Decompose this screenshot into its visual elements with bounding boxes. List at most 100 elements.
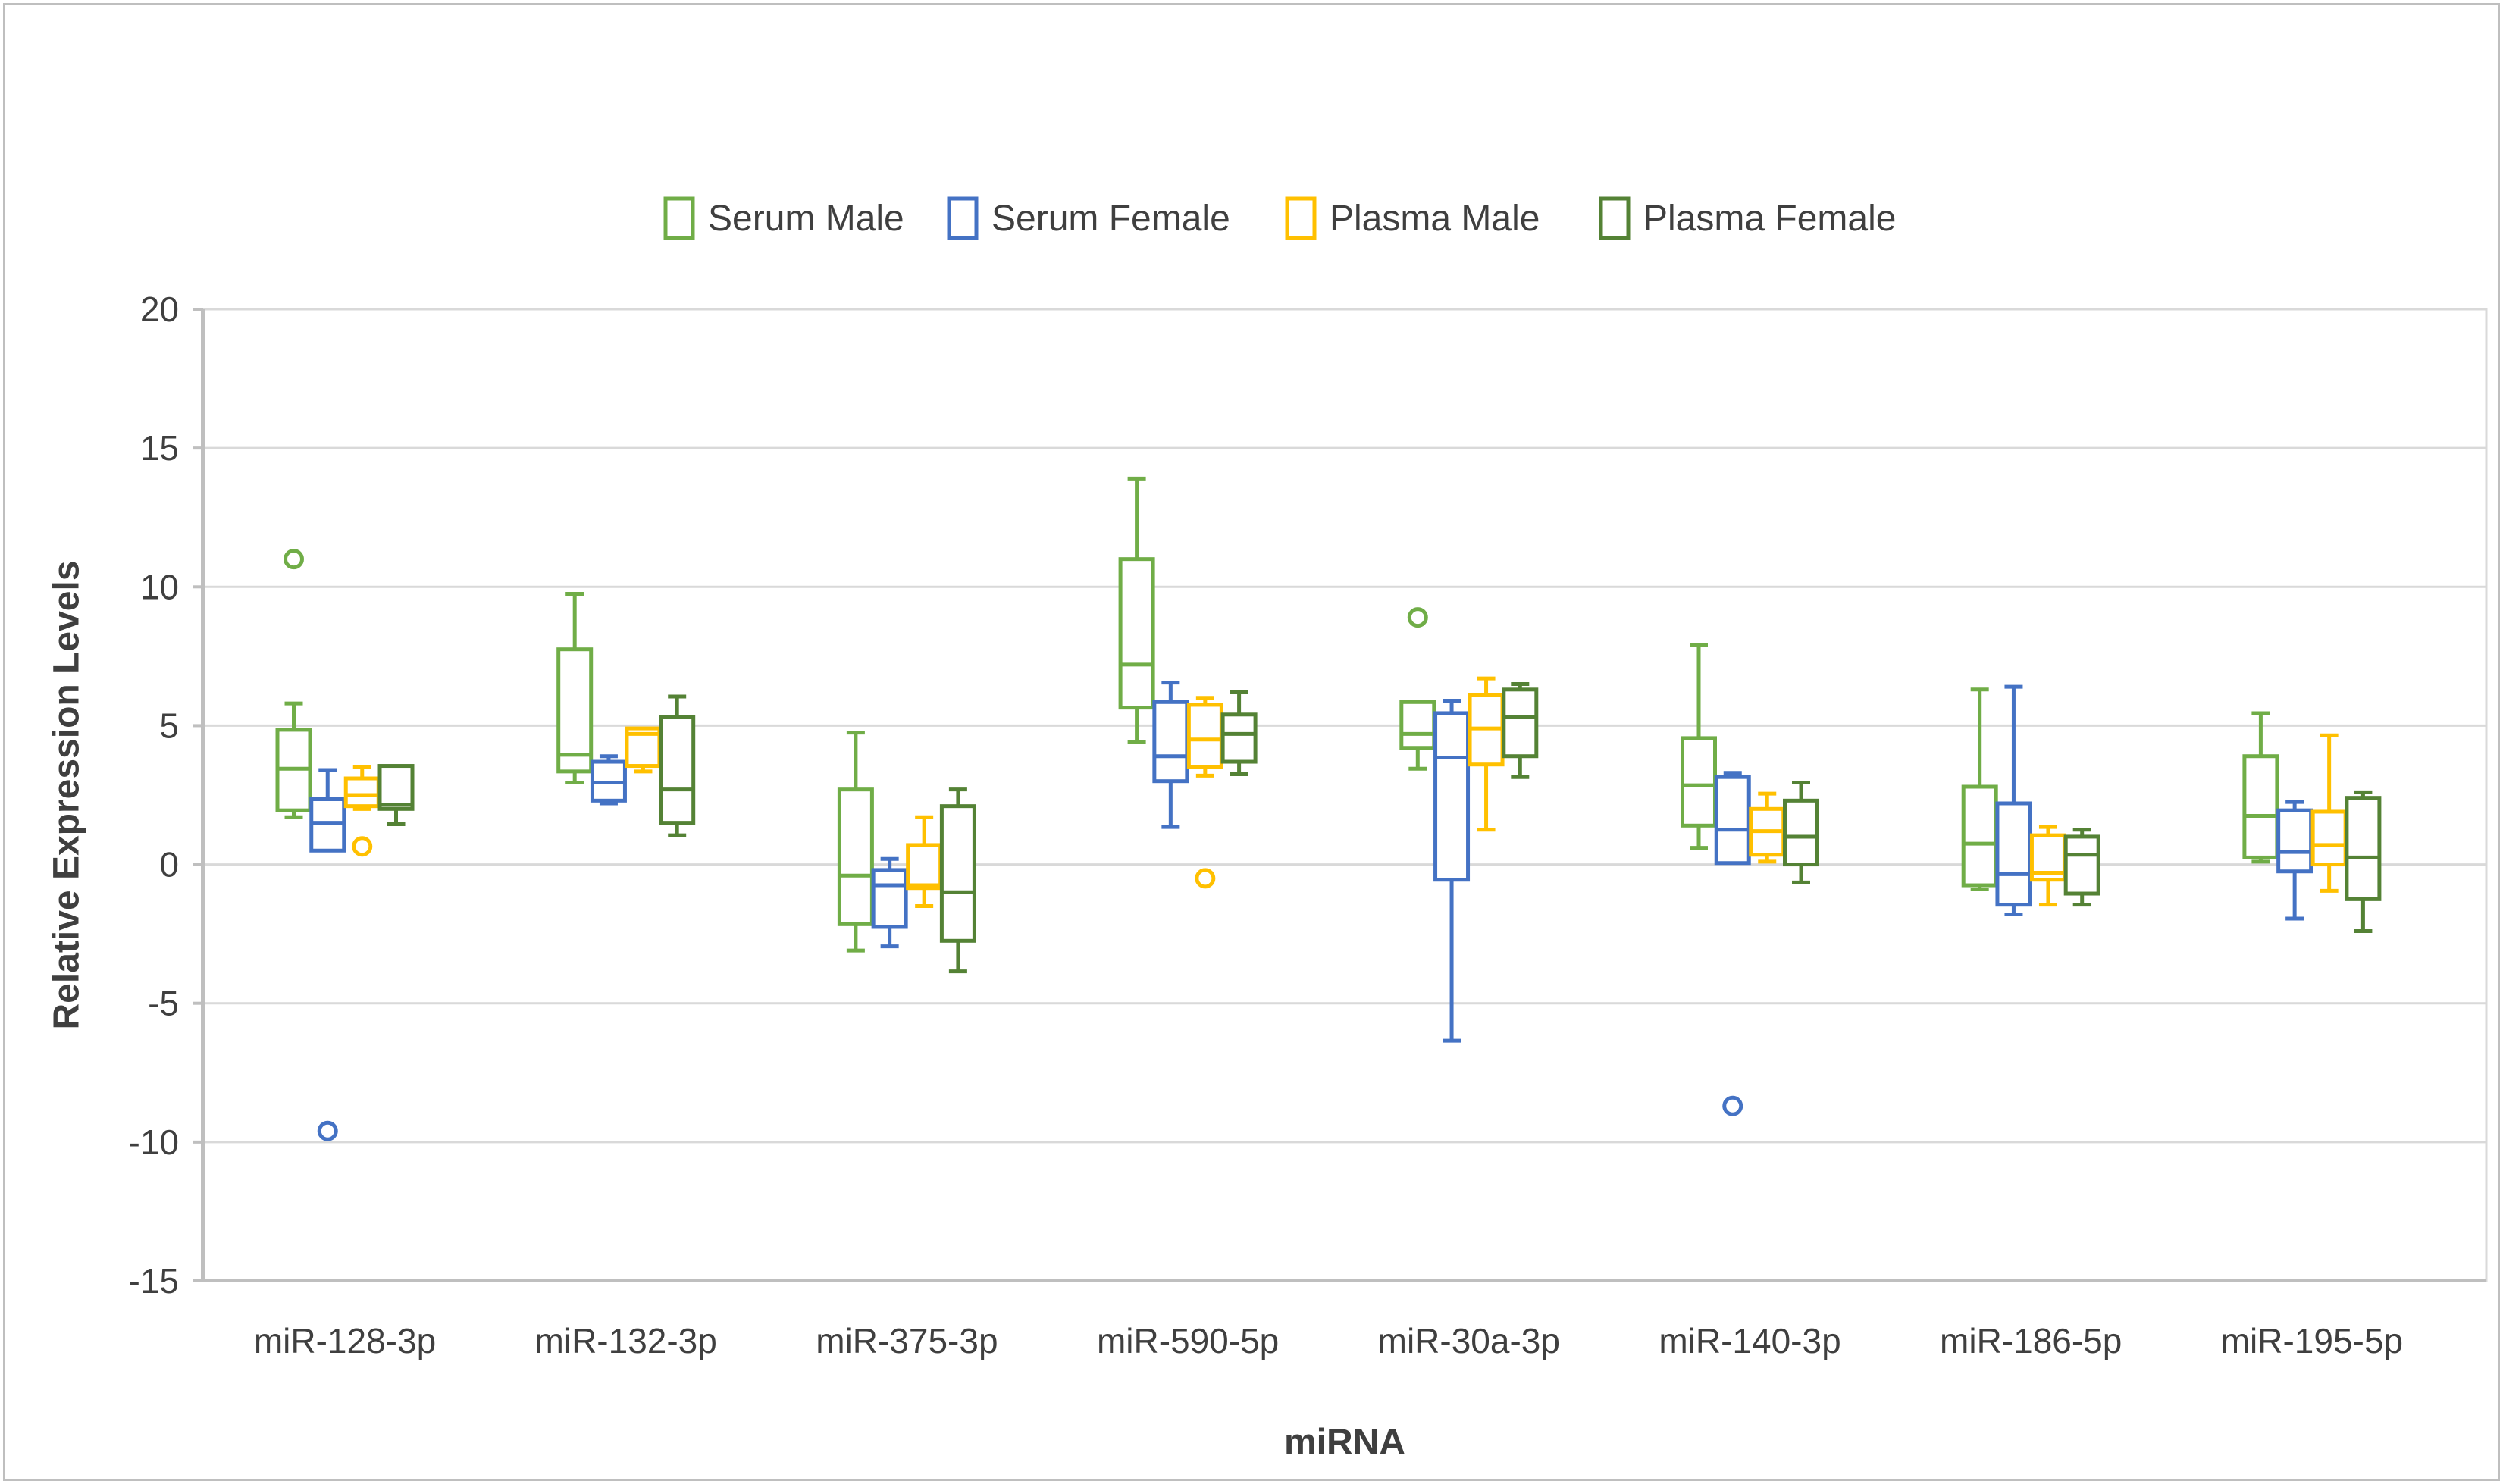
box-rect — [2063, 834, 2100, 896]
legend-label: Plasma Male — [1330, 199, 1540, 239]
box-plasma-female-miR-140-3p — [1783, 781, 1819, 884]
box-rect — [2345, 796, 2382, 901]
box-serum-male-miR-30a-3p — [1399, 607, 1436, 771]
series-plasma-female — [377, 681, 2382, 974]
outlier-point — [352, 836, 373, 857]
outlier-point — [317, 1120, 338, 1141]
box-plasma-male-miR-186-5p — [2029, 825, 2066, 907]
box-plasma-male-miR-140-3p — [1749, 791, 1786, 864]
y-axis-ticks: 20 15 10 5 0 -5 -10 -15 — [129, 290, 203, 1301]
box-serum-female-miR-375-3p — [871, 856, 908, 949]
box-serum-male-miR-186-5p — [1961, 687, 1998, 892]
box-rect — [2310, 809, 2348, 867]
outlier-point — [1722, 1095, 1743, 1116]
legend-swatch-serum-female — [947, 196, 979, 240]
box-rect — [871, 868, 908, 929]
box-serum-male-miR-195-5p — [2242, 711, 2279, 864]
box-plasma-male-miR-375-3p — [906, 815, 943, 909]
series-serum-male — [275, 476, 2279, 953]
box-serum-male-miR-140-3p — [1681, 643, 1717, 850]
outlier-point — [1195, 868, 1216, 889]
legend-swatch-serum-male — [663, 196, 695, 240]
y-tick-label--10: -10 — [129, 1122, 179, 1162]
box-plasma-male-miR-132-3p — [625, 726, 662, 774]
box-plasma-male-miR-128-3p — [343, 765, 381, 857]
legend-item-serum-male: Serum Male — [663, 196, 904, 240]
gridlines — [203, 308, 2486, 1282]
box-rect — [1399, 700, 1436, 750]
box-plasma-male-miR-195-5p — [2310, 733, 2348, 893]
box-plasma-female-miR-195-5p — [2345, 790, 2382, 933]
box-plasma-male-miR-590-5p — [1186, 696, 1223, 889]
box-rect — [1152, 700, 1189, 784]
box-rect — [2276, 808, 2313, 874]
box-plasma-female-miR-132-3p — [659, 694, 696, 837]
legend-swatch-plasma-male — [1285, 196, 1317, 240]
series-plasma-male — [343, 676, 2348, 909]
box-serum-female-miR-590-5p — [1152, 681, 1189, 829]
box-rect — [1681, 736, 1717, 828]
box-rect — [309, 797, 346, 853]
box-rect — [2242, 754, 2279, 859]
box-rect — [343, 776, 381, 809]
y-tick-label--5: -5 — [148, 984, 179, 1023]
box-serum-female-miR-30a-3p — [1433, 698, 1471, 1043]
x-category-label-miR-30a-3p: miR-30a-3p — [1378, 1321, 1560, 1360]
legend-label: Serum Female — [991, 199, 1230, 239]
y-tick-label-0: 0 — [159, 845, 179, 884]
y-tick-label-15: 15 — [140, 428, 179, 468]
box-rect — [939, 804, 976, 943]
box-serum-male-miR-128-3p — [275, 549, 312, 819]
plot-area-border — [202, 308, 2488, 1282]
y-tick-label--15: -15 — [129, 1261, 179, 1301]
box-rect — [1995, 801, 2032, 907]
box-serum-male-miR-590-5p — [1118, 476, 1155, 744]
box-rect — [837, 787, 874, 926]
box-serum-female-miR-132-3p — [590, 754, 627, 806]
x-category-label-miR-132-3p: miR-132-3p — [535, 1321, 717, 1360]
x-axis-title: miRNA — [1283, 1422, 1406, 1463]
box-rect — [556, 647, 594, 774]
box-serum-male-miR-132-3p — [556, 591, 594, 785]
y-tick-label-5: 5 — [159, 706, 179, 745]
box-rect — [1714, 775, 1751, 866]
box-rect — [906, 843, 943, 891]
legend-label: Serum Male — [708, 199, 904, 239]
x-category-label-miR-195-5p: miR-195-5p — [2221, 1321, 2403, 1360]
figure-border — [3, 3, 2500, 1481]
box-rect — [1433, 711, 1471, 882]
legend-item-plasma-female: Plasma Female — [1599, 196, 1896, 240]
box-rect — [1961, 784, 1998, 888]
legend-item-plasma-male: Plasma Male — [1285, 196, 1540, 240]
x-category-label-miR-186-5p: miR-186-5p — [1940, 1321, 2122, 1360]
y-tick-label-20: 20 — [140, 290, 179, 329]
box-serum-female-miR-140-3p — [1714, 771, 1751, 1116]
outlier-point — [284, 549, 304, 570]
y-axis-title: Relative Expression Levels — [46, 560, 87, 1030]
series-serum-female — [309, 681, 2313, 1141]
legend-item-serum-female: Serum Female — [947, 196, 1230, 240]
legend: Serum Male Serum Female Plasma Male Plasma … — [663, 196, 1896, 240]
box-serum-female-miR-195-5p — [2276, 800, 2313, 921]
box-plasma-female-miR-590-5p — [1220, 690, 1258, 777]
box-plasma-male-miR-30a-3p — [1468, 676, 1505, 832]
box-rect — [659, 715, 696, 825]
legend-label: Plasma Female — [1643, 199, 1896, 239]
x-category-labels: miR-128-3p miR-132-3p miR-375-3p miR-590-5p… — [254, 1321, 2403, 1360]
box-rect — [1220, 712, 1258, 764]
box-serum-female-miR-128-3p — [309, 768, 346, 1141]
box-plasma-female-miR-375-3p — [939, 787, 976, 974]
box-serum-male-miR-375-3p — [837, 731, 874, 953]
box-plasma-female-miR-128-3p — [377, 764, 415, 826]
box-plasma-female-miR-30a-3p — [1502, 681, 1539, 779]
box-rect — [377, 764, 415, 811]
box-serum-female-miR-186-5p — [1995, 684, 2032, 917]
box-rect — [1783, 798, 1819, 867]
y-tick-label-10: 10 — [140, 567, 179, 606]
x-category-label-miR-128-3p: miR-128-3p — [254, 1321, 436, 1360]
legend-swatch-plasma-female — [1599, 196, 1631, 240]
box-rect — [1502, 687, 1539, 759]
x-category-label-miR-140-3p: miR-140-3p — [1659, 1321, 1840, 1360]
